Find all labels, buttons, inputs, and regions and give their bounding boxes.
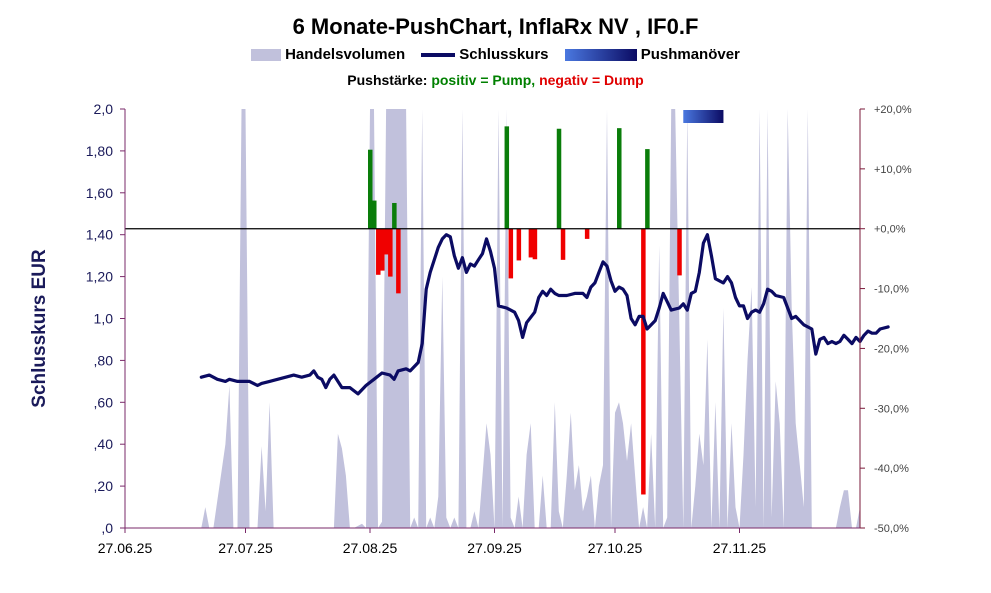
- push-strength-legend: Pushstärke: positiv = Pump, negativ = Du…: [0, 72, 991, 88]
- push-bar-positive: [372, 200, 377, 229]
- y-tick-label: 1,60: [86, 185, 113, 201]
- push-positive-label: positiv = Pump,: [431, 72, 536, 88]
- y-tick-label: 1,0: [94, 311, 114, 327]
- push-bar-negative: [560, 228, 566, 260]
- push-negative-label: negativ = Dump: [539, 72, 644, 88]
- y-axis-title: Schlusskurs EUR: [29, 249, 50, 408]
- push-bar-negative: [380, 228, 385, 271]
- volume-area: [125, 109, 860, 528]
- push-bar-positive: [617, 128, 622, 229]
- legend-push: Pushmanöver: [564, 46, 740, 63]
- x-tick-label: 27.08.25: [343, 540, 398, 556]
- push-bar-negative: [384, 228, 389, 255]
- y-tick-label: 2,0: [94, 101, 114, 117]
- legend-volume: Handelsvolumen: [251, 46, 405, 63]
- legend-close: Schlusskurs: [421, 46, 549, 63]
- y-tick-label: 1,40: [86, 227, 113, 243]
- push-bar-positive: [368, 149, 373, 229]
- push-bar-positive: [392, 202, 397, 229]
- chart-title: 6 Monate-PushChart, InflaRx NV , IF0.F: [292, 14, 699, 39]
- y-tick-label: ,60: [94, 394, 114, 410]
- close-price-line: [199, 233, 890, 396]
- legend-volume-swatch: [251, 49, 282, 62]
- push-bar-negative: [508, 228, 514, 279]
- push-bar-positive: [556, 128, 562, 229]
- x-tick-label: 27.07.25: [218, 540, 273, 556]
- push-strength-label: Pushstärke:: [347, 72, 428, 88]
- push-bar-negative: [396, 228, 401, 294]
- x-tick-label: 27.10.25: [588, 540, 643, 556]
- push-bar-positive: [645, 149, 650, 229]
- x-tick-label: 27.09.25: [467, 540, 522, 556]
- legend-close-label: Schlusskurs: [459, 46, 549, 63]
- y2-tick-label: +10,0%: [874, 164, 912, 176]
- push-bar-negative: [528, 228, 534, 258]
- y-tick-label: ,80: [94, 352, 114, 368]
- legend-volume-label: Handelsvolumen: [285, 46, 406, 63]
- y2-tick-label: -10,0%: [874, 284, 909, 296]
- push-bar-negative: [584, 228, 590, 239]
- push-bar-positive: [504, 126, 510, 229]
- y2-tick-label: -50,0%: [874, 523, 909, 535]
- push-bar-negative: [388, 228, 393, 277]
- legend: Handelsvolumen Schlusskurs Pushmanöver: [0, 46, 991, 63]
- y-tick-label: 1,20: [86, 269, 113, 285]
- legend-close-swatch: [421, 53, 456, 58]
- y-tick-label: ,40: [94, 436, 114, 452]
- y2-tick-label: +0,0%: [874, 224, 906, 236]
- legend-push-label: Pushmanöver: [640, 46, 740, 63]
- y2-tick-label: -40,0%: [874, 463, 909, 475]
- y-tick-label: ,0: [101, 520, 113, 536]
- y-tick-label: ,20: [94, 478, 114, 494]
- x-tick-label: 27.11.25: [713, 540, 767, 556]
- y-tick-label: 1,80: [86, 143, 113, 159]
- y2-tick-label: +20,0%: [874, 104, 912, 116]
- legend-push-swatch: [564, 49, 637, 62]
- push-maneuver-marker: [683, 110, 724, 123]
- x-tick-label: 27.06.25: [98, 540, 153, 556]
- y2-tick-label: -20,0%: [874, 343, 909, 355]
- y2-tick-label: -30,0%: [874, 403, 909, 415]
- push-bar-negative: [677, 228, 682, 276]
- push-bar-negative: [516, 228, 522, 261]
- push-bar-negative: [641, 228, 646, 495]
- push-bar-negative: [532, 228, 538, 260]
- push-bar-negative: [376, 228, 381, 275]
